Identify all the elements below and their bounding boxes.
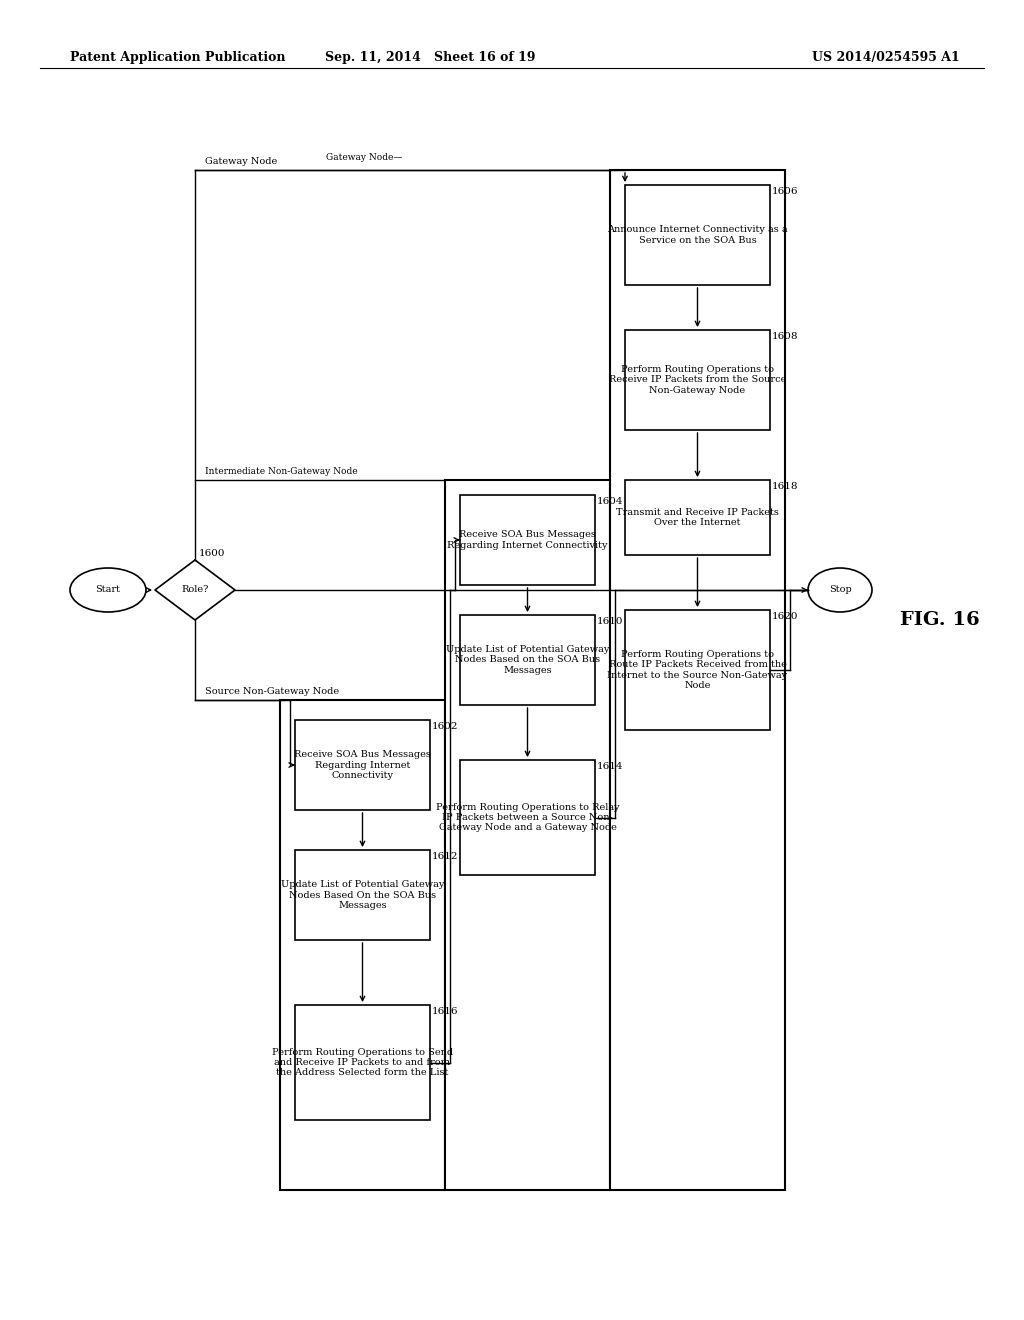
Text: FIG. 16: FIG. 16 <box>900 611 980 630</box>
Text: Receive SOA Bus Messages
Regarding Internet
Connectivity: Receive SOA Bus Messages Regarding Inter… <box>294 750 431 780</box>
Text: 1606: 1606 <box>772 187 799 195</box>
Ellipse shape <box>70 568 146 612</box>
Bar <box>460 760 595 875</box>
Text: Receive SOA Bus Messages
Regarding Internet Connectivity: Receive SOA Bus Messages Regarding Inter… <box>447 531 608 549</box>
Bar <box>625 610 770 730</box>
Text: Role?: Role? <box>181 586 209 594</box>
Text: Gateway Node: Gateway Node <box>205 157 278 166</box>
Text: 1614: 1614 <box>597 762 624 771</box>
Text: Update List of Potential Gateway
Nodes Based on the SOA Bus
Messages: Update List of Potential Gateway Nodes B… <box>445 645 609 675</box>
Text: Perform Routing Operations to Relay
IP Packets between a Source Non-
Gateway Nod: Perform Routing Operations to Relay IP P… <box>435 803 620 833</box>
Bar <box>295 850 430 940</box>
Bar <box>625 480 770 554</box>
Text: Sep. 11, 2014   Sheet 16 of 19: Sep. 11, 2014 Sheet 16 of 19 <box>325 50 536 63</box>
Text: Patent Application Publication: Patent Application Publication <box>70 50 286 63</box>
Text: Gateway Node—: Gateway Node— <box>326 153 402 162</box>
Text: Perform Routing Operations to Send
and Receive IP Packets to and from
the Addres: Perform Routing Operations to Send and R… <box>272 1048 453 1077</box>
Bar <box>610 170 785 1191</box>
Text: 1618: 1618 <box>772 482 799 491</box>
Text: 1620: 1620 <box>772 612 799 620</box>
Bar <box>625 185 770 285</box>
Bar <box>295 1005 430 1119</box>
Bar <box>625 330 770 430</box>
Text: 1604: 1604 <box>597 498 624 506</box>
Bar <box>295 719 430 810</box>
Text: 1616: 1616 <box>432 1007 459 1016</box>
Bar <box>280 700 445 1191</box>
Text: 1608: 1608 <box>772 333 799 341</box>
Text: 1610: 1610 <box>597 616 624 626</box>
Text: Perform Routing Operations to
Route IP Packets Received from the
Internet to the: Perform Routing Operations to Route IP P… <box>607 649 787 690</box>
Text: Source Non-Gateway Node: Source Non-Gateway Node <box>205 688 339 697</box>
Text: 1602: 1602 <box>432 722 459 731</box>
Text: Announce Internet Connectivity as a
Service on the SOA Bus: Announce Internet Connectivity as a Serv… <box>607 226 787 244</box>
Text: 1612: 1612 <box>432 851 459 861</box>
Text: Update List of Potential Gateway
Nodes Based On the SOA Bus
Messages: Update List of Potential Gateway Nodes B… <box>281 880 444 909</box>
Bar <box>460 615 595 705</box>
Bar <box>445 480 610 1191</box>
Text: US 2014/0254595 A1: US 2014/0254595 A1 <box>812 50 961 63</box>
Text: Stop: Stop <box>828 586 851 594</box>
Polygon shape <box>155 560 234 620</box>
Text: Intermediate Non-Gateway Node: Intermediate Non-Gateway Node <box>205 467 357 477</box>
Text: Perform Routing Operations to
Receive IP Packets from the Source
Non-Gateway Nod: Perform Routing Operations to Receive IP… <box>609 366 786 395</box>
Text: Start: Start <box>95 586 121 594</box>
Bar <box>460 495 595 585</box>
Text: Transmit and Receive IP Packets
Over the Internet: Transmit and Receive IP Packets Over the… <box>616 508 779 527</box>
Ellipse shape <box>808 568 872 612</box>
Text: 1600: 1600 <box>199 549 225 558</box>
